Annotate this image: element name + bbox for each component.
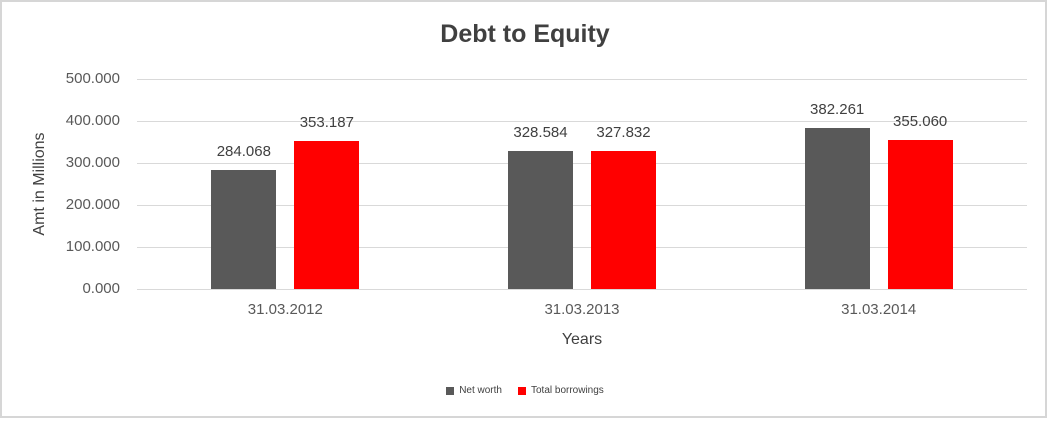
gridline <box>137 205 1027 206</box>
legend-item-total-borrowings: Total borrowings <box>517 385 604 396</box>
data-label-net-worth: 328.584 <box>513 124 568 141</box>
gridline <box>137 121 1027 122</box>
y-tick-label: 100.000 <box>65 238 120 255</box>
gridline <box>137 163 1027 164</box>
bar-total-borrowings <box>887 139 953 289</box>
x-axis-line <box>137 289 1027 290</box>
data-label-net-worth: 382.261 <box>810 101 865 119</box>
bar-total-borrowings <box>294 140 360 289</box>
gridline <box>137 79 1027 80</box>
y-tick-label: 400.000 <box>65 112 120 129</box>
category-label: 31.03.2014 <box>841 301 917 318</box>
y-tick-label: 0.000 <box>82 280 120 297</box>
category-label: 31.03.2013 <box>544 301 620 318</box>
bar-net-worth <box>804 128 870 289</box>
chart-title: Debt to Equity <box>440 20 610 48</box>
y-tick-label: 300.000 <box>65 154 120 171</box>
data-label-total-borrowings: 353.187 <box>299 113 354 131</box>
legend-item-net-worth: Net worth <box>446 385 502 396</box>
y-tick-label: 200.000 <box>65 196 120 213</box>
plot-area: 284.068 353.187 328.584 327.832 382.261 355.0… <box>137 79 1027 290</box>
data-label-total-borrowings: 327.832 <box>596 124 651 142</box>
legend-swatch-net-worth <box>446 386 455 395</box>
y-tick-label: 500.000 <box>65 70 120 87</box>
bar-net-worth <box>211 169 277 289</box>
bar-net-worth <box>508 151 573 289</box>
x-axis-title: Years <box>561 331 603 348</box>
bar-total-borrowings <box>591 151 656 289</box>
data-label-net-worth: 284.068 <box>216 142 271 160</box>
legend-label-total-borrowings: Total borrowings <box>530 385 604 396</box>
legend: Net worth Total borrowings <box>0 385 1050 396</box>
legend-swatch-total-borrowings <box>517 386 526 395</box>
category-label: 31.03.2012 <box>247 301 323 318</box>
y-axis-title: Amt in Millions <box>31 132 48 236</box>
legend-label-net-worth: Net worth <box>459 385 502 396</box>
gridline <box>137 247 1027 248</box>
data-label-total-borrowings: 355.060 <box>893 112 948 130</box>
